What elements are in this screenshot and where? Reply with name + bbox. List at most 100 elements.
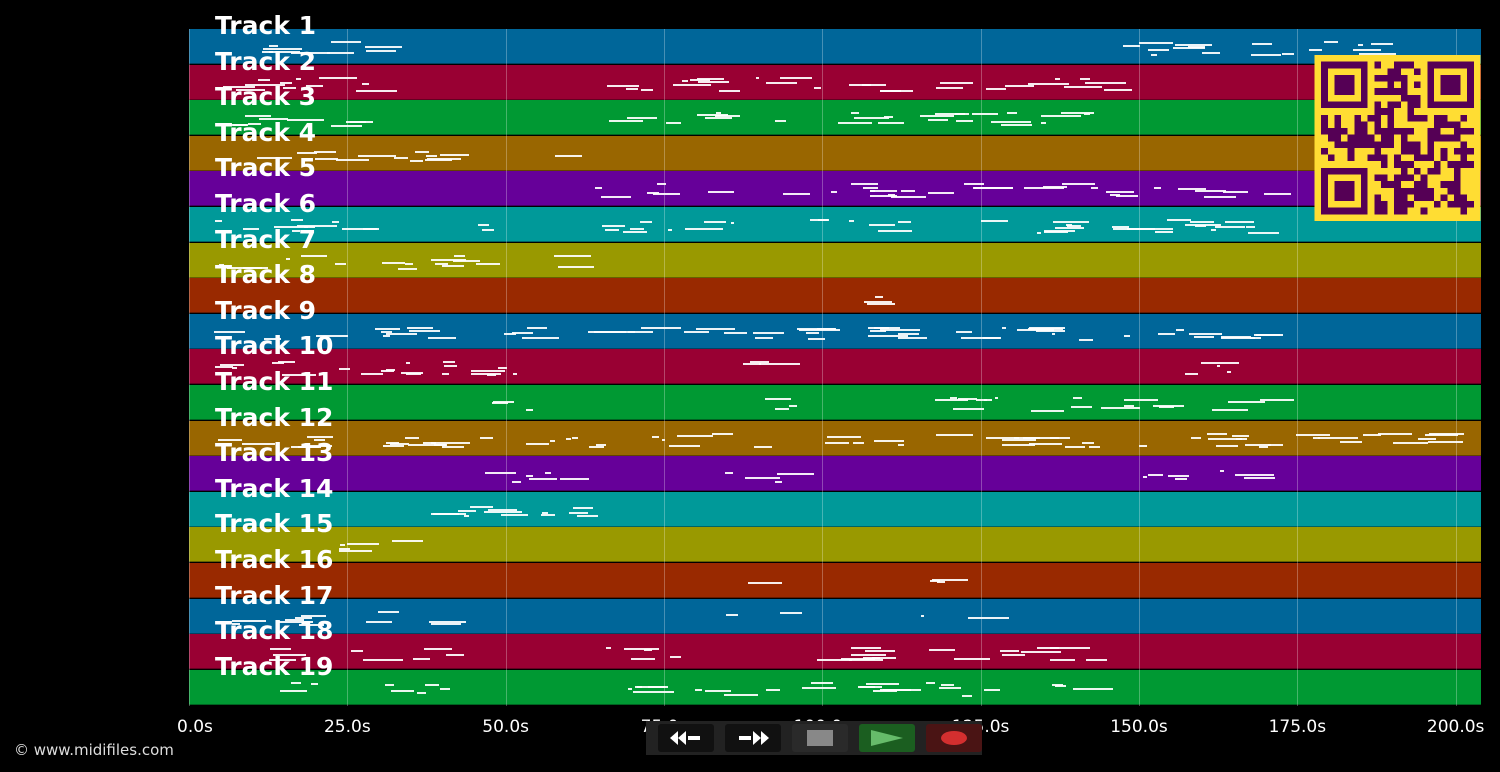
note-mark xyxy=(986,87,1006,90)
note-mark xyxy=(331,221,339,223)
note-mark xyxy=(698,80,729,83)
note-mark xyxy=(1151,54,1158,56)
track-label: Track 9 xyxy=(215,295,317,325)
note-mark xyxy=(544,472,551,475)
note-mark xyxy=(991,121,1031,124)
stop-button[interactable] xyxy=(792,724,848,752)
track-label: Track 5 xyxy=(215,153,317,183)
note-mark xyxy=(870,190,898,193)
record-button[interactable] xyxy=(926,724,982,752)
note-mark xyxy=(443,365,458,368)
note-mark xyxy=(479,436,494,439)
note-mark xyxy=(1020,651,1061,654)
note-mark xyxy=(291,52,330,54)
note-mark xyxy=(1339,440,1362,443)
note-mark xyxy=(928,119,948,122)
note-mark xyxy=(1072,687,1113,690)
note-mark xyxy=(424,683,439,686)
grid-line xyxy=(1139,29,1140,706)
note-mark xyxy=(850,183,878,186)
note-mark xyxy=(1176,328,1185,331)
note-mark xyxy=(431,258,467,261)
note-mark xyxy=(872,689,897,692)
note-mark xyxy=(1191,436,1202,439)
note-mark xyxy=(652,435,659,438)
note-mark xyxy=(549,439,555,442)
note-mark xyxy=(824,441,849,444)
note-mark xyxy=(361,373,384,376)
note-mark xyxy=(1234,474,1275,477)
track-label: Track 17 xyxy=(215,580,334,610)
note-mark xyxy=(780,611,802,614)
track-lane xyxy=(189,598,1481,634)
note-mark xyxy=(849,83,872,86)
note-mark xyxy=(953,658,990,661)
time-tick-label: 175.0s xyxy=(1268,717,1327,737)
note-mark xyxy=(572,506,594,509)
note-mark xyxy=(869,224,896,226)
note-mark xyxy=(608,120,643,123)
note-mark xyxy=(410,159,423,162)
note-mark xyxy=(1175,44,1212,46)
note-mark xyxy=(1122,45,1141,47)
note-mark xyxy=(304,226,309,228)
note-mark xyxy=(867,303,896,306)
note-mark xyxy=(339,550,372,553)
fast-forward-button[interactable] xyxy=(725,724,781,752)
note-mark xyxy=(1357,44,1363,46)
note-mark xyxy=(765,398,792,400)
note-mark xyxy=(557,265,595,268)
note-mark xyxy=(314,157,339,160)
note-mark xyxy=(867,334,909,337)
note-mark xyxy=(440,153,470,156)
play-button[interactable] xyxy=(859,724,915,752)
play-icon xyxy=(871,730,903,746)
note-mark xyxy=(953,408,984,410)
note-mark xyxy=(801,686,837,689)
note-mark xyxy=(1079,77,1090,80)
note-mark xyxy=(389,442,409,445)
note-mark xyxy=(806,331,820,334)
note-mark xyxy=(939,686,962,689)
note-mark xyxy=(1072,397,1083,399)
note-mark xyxy=(690,78,711,81)
note-mark xyxy=(488,508,518,511)
note-mark xyxy=(242,228,259,230)
note-mark xyxy=(1060,112,1095,115)
note-mark xyxy=(1124,405,1135,407)
note-mark xyxy=(1185,373,1199,376)
note-mark xyxy=(872,657,881,660)
note-mark xyxy=(897,332,919,335)
note-mark xyxy=(854,117,889,120)
note-mark xyxy=(1050,659,1076,662)
note-mark xyxy=(430,622,461,625)
note-mark xyxy=(1041,115,1081,118)
track-notes xyxy=(189,456,1481,491)
note-mark xyxy=(1036,232,1041,234)
note-mark xyxy=(442,361,455,364)
note-mark xyxy=(1055,77,1060,80)
note-mark xyxy=(744,477,780,480)
note-mark xyxy=(641,88,654,91)
note-mark xyxy=(884,116,893,119)
note-mark xyxy=(1173,47,1205,49)
note-mark xyxy=(1002,654,1025,657)
note-mark xyxy=(826,435,861,438)
note-mark xyxy=(425,158,453,161)
note-mark xyxy=(311,682,319,685)
rewind-button[interactable] xyxy=(658,724,714,752)
note-mark xyxy=(242,266,268,269)
track-notes xyxy=(189,421,1481,456)
note-mark xyxy=(262,48,302,50)
note-mark xyxy=(681,79,688,82)
qr-code-icon xyxy=(1314,55,1481,221)
note-mark xyxy=(498,367,507,370)
note-mark xyxy=(897,221,912,223)
note-mark xyxy=(287,119,324,122)
note-mark xyxy=(1007,112,1018,115)
track-notes xyxy=(189,634,1481,669)
note-mark xyxy=(382,444,405,447)
note-mark xyxy=(1216,365,1220,368)
note-mark xyxy=(261,51,274,53)
note-mark xyxy=(775,120,787,123)
